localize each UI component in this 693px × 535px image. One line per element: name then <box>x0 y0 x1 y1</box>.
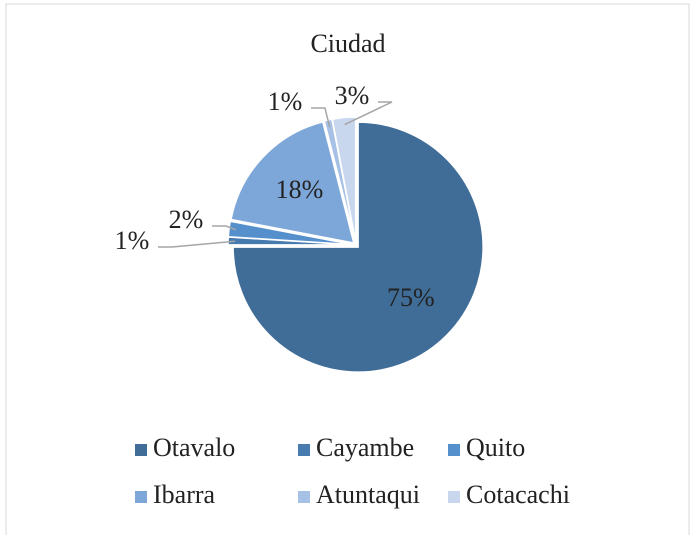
legend-label: Cayambe <box>316 433 414 462</box>
leader-line <box>311 107 331 128</box>
chart-title: Ciudad <box>310 29 385 58</box>
data-label: 18% <box>276 175 324 204</box>
legend-swatch <box>298 491 310 503</box>
legend-swatch <box>298 444 310 456</box>
data-label: 1% <box>268 87 303 116</box>
legend-swatch <box>135 444 147 456</box>
legend-swatch <box>448 491 460 503</box>
legend-label: Otavalo <box>153 433 235 462</box>
data-label: 1% <box>115 226 150 255</box>
data-label: 3% <box>335 81 370 110</box>
data-label: 75% <box>387 283 435 312</box>
pie-slice <box>331 116 357 243</box>
leader-line <box>344 101 393 126</box>
pie-slice <box>232 121 484 373</box>
legend-label: Cotacachi <box>466 480 570 509</box>
legend-swatch <box>135 491 147 503</box>
leader-line <box>212 225 237 231</box>
data-label: 2% <box>169 205 204 234</box>
legend-swatch <box>448 444 460 456</box>
legend-label: Atuntaqui <box>316 480 420 509</box>
leader-line <box>158 240 236 248</box>
pie-slice <box>227 220 354 246</box>
pie-slice <box>230 120 355 244</box>
legend-label: Quito <box>466 433 525 462</box>
legend-label: Ibarra <box>153 480 216 509</box>
